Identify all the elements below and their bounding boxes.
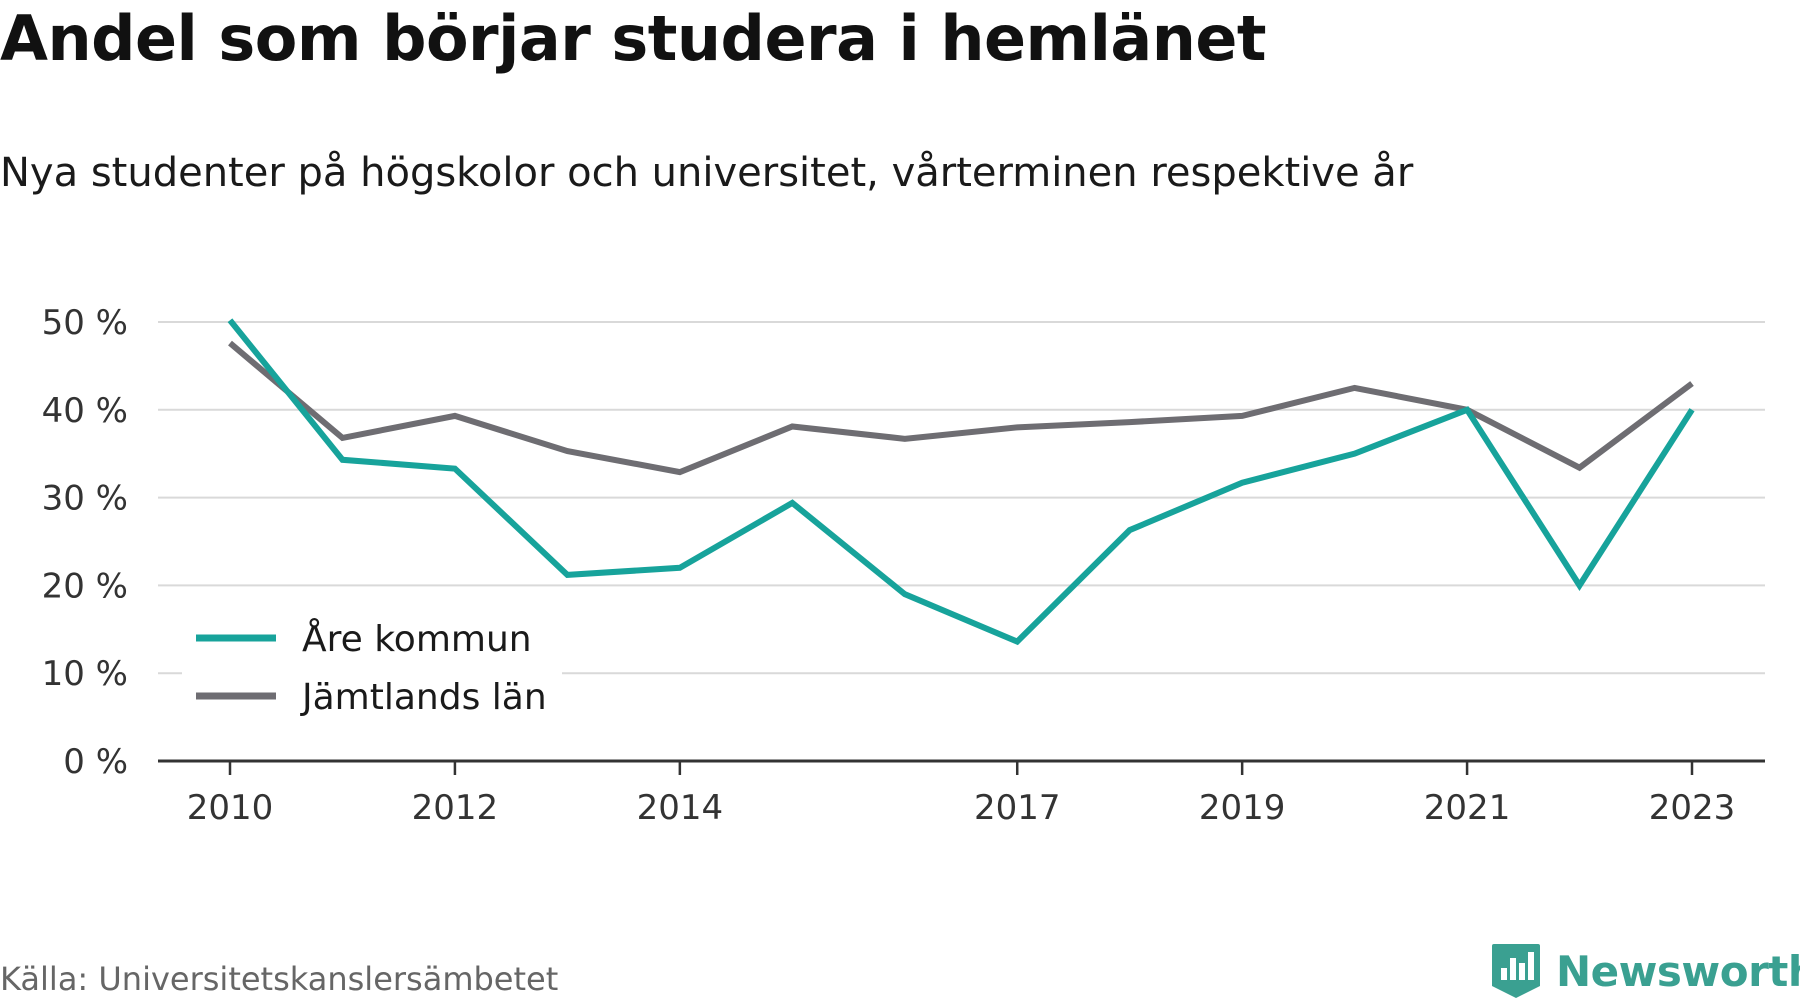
newsworthy-logo-icon bbox=[1492, 944, 1540, 998]
x-tick-label: 2010 bbox=[187, 788, 274, 828]
legend-label: Åre kommun bbox=[302, 617, 532, 660]
x-axis: 2010 2012 2014 2017 2019 2021 2023 bbox=[158, 759, 1765, 828]
y-tick-label: 40 % bbox=[42, 391, 128, 431]
y-tick-label: 0 % bbox=[63, 742, 128, 782]
y-axis-ticks: 0 % 10 % 20 % 30 % 40 % 50 % bbox=[42, 303, 128, 782]
series-lines bbox=[227, 318, 1695, 646]
source-note: Källa: Universitetskanslersämbetet bbox=[0, 960, 559, 998]
y-tick-label: 20 % bbox=[42, 566, 128, 606]
x-tick-label: 2019 bbox=[1199, 788, 1286, 828]
series-line-jämtlands-län bbox=[228, 340, 1694, 476]
x-tick-label: 2014 bbox=[637, 788, 724, 828]
y-tick-label: 50 % bbox=[42, 303, 128, 343]
legend: Åre kommun Jämtlands län bbox=[182, 600, 562, 720]
series-line-åre-kommun bbox=[227, 318, 1695, 646]
x-tick-label: 2017 bbox=[974, 788, 1061, 828]
y-tick-label: 10 % bbox=[42, 654, 128, 694]
legend-label: Jämtlands län bbox=[300, 677, 547, 718]
x-tick-label: 2012 bbox=[412, 788, 499, 828]
chart-subtitle: Nya studenter på högskolor och universit… bbox=[0, 150, 1414, 196]
x-tick-label: 2023 bbox=[1649, 788, 1736, 828]
y-tick-label: 30 % bbox=[42, 479, 128, 519]
legend-background bbox=[182, 600, 562, 720]
brand-name: Newsworthy bbox=[1556, 946, 1800, 996]
chart-title: Andel som börjar studera i hemlänet bbox=[0, 2, 1267, 75]
brand-logo[interactable]: Newsworthy bbox=[1490, 942, 1800, 1000]
x-tick-label: 2021 bbox=[1424, 788, 1511, 828]
